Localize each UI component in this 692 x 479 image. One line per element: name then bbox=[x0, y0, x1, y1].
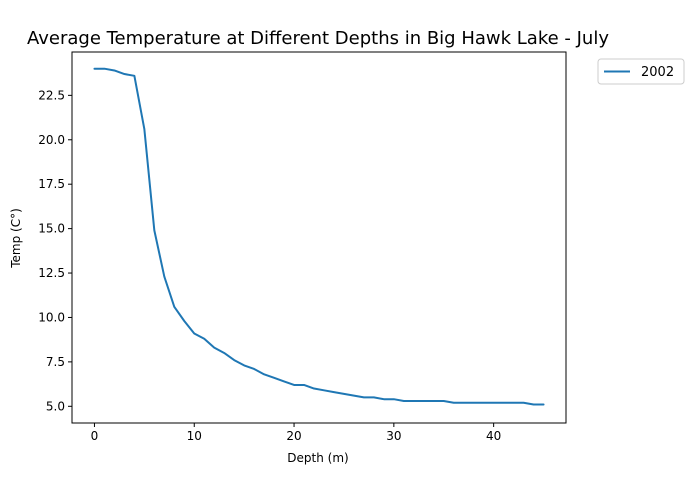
y-axis-label: Temp (C°) bbox=[9, 208, 23, 269]
x-tick-label: 30 bbox=[386, 429, 401, 443]
axes-frame bbox=[71, 51, 567, 424]
plot-area bbox=[93, 67, 545, 406]
x-axis-label: Depth (m) bbox=[287, 451, 348, 465]
y-tick-label: 20.0 bbox=[38, 133, 65, 147]
legend-label-2002: 2002 bbox=[641, 65, 674, 80]
x-tick-label: 10 bbox=[187, 429, 202, 443]
x-tick-label: 20 bbox=[286, 429, 301, 443]
y-tick-label: 5.0 bbox=[46, 399, 65, 413]
y-tick-label: 12.5 bbox=[38, 266, 65, 280]
x-tick-label: 40 bbox=[486, 429, 501, 443]
legend: 2002 bbox=[597, 58, 685, 85]
y-tick-label: 15.0 bbox=[38, 222, 65, 236]
y-axis: 5.0 7.5 10.0 12.5 15.0 17.5 20.0 22.5 bbox=[38, 88, 72, 413]
legend-box bbox=[597, 58, 685, 85]
y-tick-label: 10.0 bbox=[38, 310, 65, 324]
y-tick-label: 22.5 bbox=[38, 88, 65, 102]
x-axis: 0 10 20 30 40 bbox=[91, 423, 501, 443]
x-tick-label: 0 bbox=[91, 429, 99, 443]
chart-title: Average Temperature at Different Depths … bbox=[27, 28, 609, 49]
series-line-2002 bbox=[93, 67, 545, 406]
y-tick-label: 17.5 bbox=[38, 177, 65, 191]
y-tick-label: 7.5 bbox=[46, 355, 65, 369]
